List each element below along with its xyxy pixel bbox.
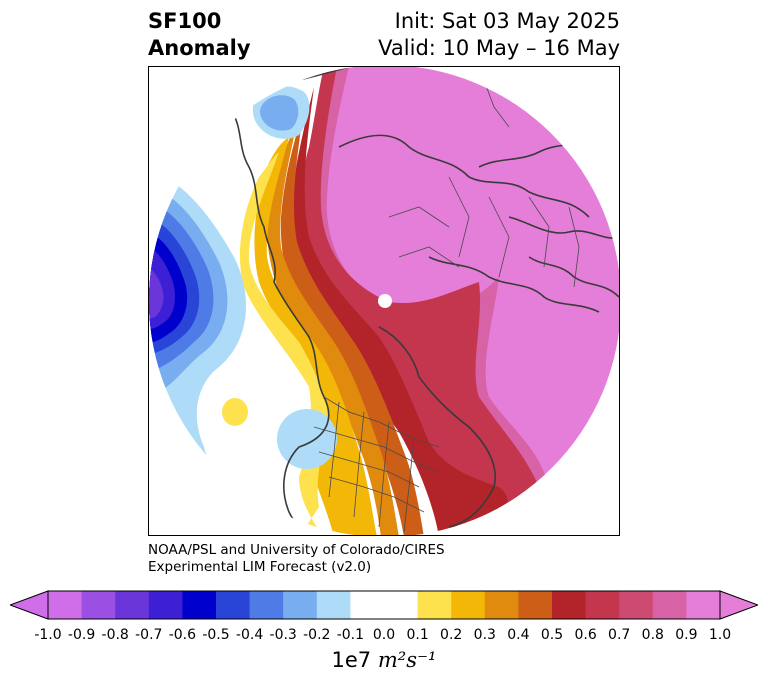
colorbar-cell [283,591,318,619]
colorbar-tick-label: -0.5 [202,627,230,643]
colorbar-cell [384,591,419,619]
colorbar-tick-label: 0.2 [440,627,463,643]
valid-range: Valid: 10 May – 16 May [378,36,620,60]
colorbar-cell [115,591,150,619]
colorbar-cell [182,591,217,619]
positive-anomaly-0.6 [292,87,508,535]
colorbar-cell [48,591,83,619]
colorbar-tick-label: -0.9 [67,627,96,643]
polar-stereographic-map [149,67,619,535]
credit-line-2: Experimental LIM Forecast (v2.0) [148,559,372,575]
polar-map-panel [148,66,620,536]
colorbar-tick-label: -0.8 [101,627,129,643]
colorbar-units: 1e7 m²s⁻¹ [332,648,437,672]
colorbar-cell [585,591,620,619]
positive-anomaly-0.3 [254,137,377,535]
colorbar-tick-label: 1.0 [708,627,732,643]
colorbar-tick-label: -0.4 [235,627,264,643]
colorbar-cell [484,591,519,619]
colorbar-cell [518,591,553,619]
colorbar-tick-label: -0.6 [168,627,197,643]
colorbar-extend-high [719,590,758,620]
colorbar-cell [148,591,183,619]
colorbar-tick-label: -0.1 [336,627,365,643]
colorbar-cell [652,591,687,619]
colorbar-tick-label: 0.9 [675,627,698,643]
colorbar-cell [451,591,486,619]
credit-line-1: NOAA/PSL and University of Colorado/CIRE… [148,542,445,558]
negative-anomaly-0.8 [149,267,164,319]
colorbar-tick-label: 0.3 [473,627,496,643]
colorbar-extend-low [10,590,49,620]
colorbar-cell [249,591,284,619]
colorbar [10,590,758,620]
colorbar-outline [47,590,721,620]
colorbar-tick-label: 0.6 [574,627,597,643]
alaska-negative-0.3 [260,95,299,131]
colorbar-tick-label: 0.8 [641,627,664,643]
positive-anomaly-0.7 [300,67,539,535]
colorbar-cell [316,591,351,619]
colorbar-tick-label: 0.7 [608,627,631,643]
pacific-positive-blob [222,398,248,426]
colorbar-tick-label: 0.4 [507,627,530,643]
colorbar-tick-label: -0.2 [303,627,331,643]
colorbar-cell [417,591,452,619]
colorbar-tick-label: 0.0 [372,627,396,643]
title-anomaly: Anomaly [148,36,251,60]
positive-anomaly-0.2 [239,152,329,535]
init-date: Init: Sat 03 May 2025 [394,9,620,33]
title-variable: SF100 [148,9,222,33]
colorbar-cell [619,591,654,619]
colorbar-tick-label: -0.7 [135,627,163,643]
positive-anomaly-0.4 [267,122,399,535]
borders [313,67,580,533]
western-us-negative-0.2 [277,409,337,469]
colorbar-tick-label: -0.3 [269,627,297,643]
units-prefix: 1e7 [331,648,372,672]
pole-marker [378,294,392,308]
colorbar-cell [350,591,385,619]
colorbar-cell [686,591,721,619]
colorbar-cells [48,591,721,619]
colorbar-tick-label: 0.5 [540,627,564,643]
colorbar-tick-label: 0.1 [406,627,429,643]
colorbar-tick-label: -1.0 [34,627,62,643]
colorbar-cell [81,591,116,619]
colorbar-cell [552,591,587,619]
colorbar-cell [216,591,251,619]
units-math: m²s⁻¹ [377,648,437,672]
